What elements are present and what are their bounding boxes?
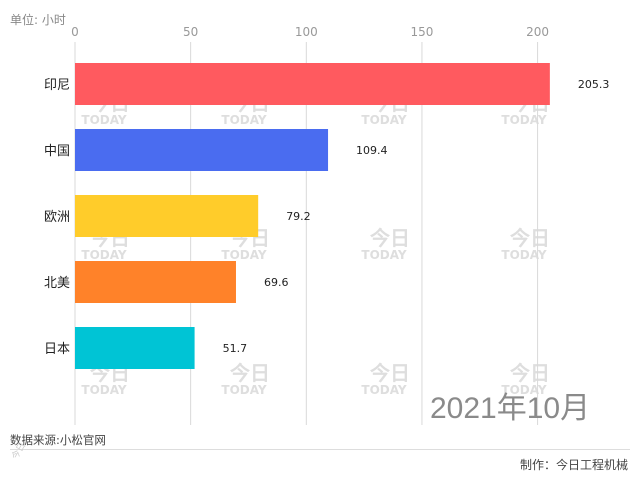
value-label: 69.6: [264, 276, 289, 289]
maker-credit: 制作：今日工程机械: [519, 458, 628, 472]
x-tick-label: 50: [183, 25, 198, 39]
bars: [75, 63, 550, 369]
watermark-en: TODAY: [221, 248, 266, 262]
watermark-en: TODAY: [221, 113, 266, 127]
footer-divider: [10, 449, 630, 450]
bar: [75, 129, 329, 171]
x-tick-labels: 0 50 100 150 200: [71, 25, 549, 39]
watermark-en: TODAY: [361, 113, 406, 127]
value-labels: 205.3 109.4 79.2 69.6 51.7: [223, 78, 610, 355]
value-label: 51.7: [223, 342, 248, 355]
watermark-cn: 今日: [510, 226, 550, 250]
watermark-en: TODAY: [361, 383, 406, 397]
unit-label: 单位: 小时: [10, 13, 66, 27]
value-label: 109.4: [356, 144, 388, 157]
watermark-cn: 今日: [370, 226, 410, 250]
x-tick-label: 100: [295, 25, 318, 39]
bar: [75, 327, 195, 369]
watermark-en: TODAY: [81, 383, 126, 397]
bar: [75, 63, 550, 105]
value-label: 79.2: [286, 210, 311, 223]
category-label: 日本: [44, 342, 70, 357]
watermark-en: TODAY: [501, 383, 546, 397]
data-source: 数据来源:小松官网: [10, 433, 106, 447]
watermark-en: TODAY: [221, 383, 266, 397]
bar-chart: 今日TODAY今日TODAY今日TODAY今日TODAY今日TODAY今日TOD…: [44, 25, 610, 425]
period-label: 2021年10月: [430, 392, 591, 425]
bar: [75, 195, 259, 237]
value-label: 205.3: [578, 78, 610, 91]
watermark-en: TODAY: [501, 113, 546, 127]
x-tick-label: 200: [526, 25, 549, 39]
category-label: 欧洲: [44, 210, 70, 225]
x-tick-label: 0: [71, 25, 79, 39]
watermark-cn: 今日: [230, 361, 270, 385]
category-label: 北美: [44, 276, 70, 291]
category-label: 中国: [44, 144, 70, 159]
watermark-en: TODAY: [501, 248, 546, 262]
watermark-en: TODAY: [81, 113, 126, 127]
category-label: 印尼: [44, 78, 70, 93]
watermark-en: TODAY: [81, 248, 126, 262]
watermark-cn: 今日: [370, 361, 410, 385]
bar: [75, 261, 236, 303]
watermark-cn: 今日: [510, 361, 550, 385]
x-tick-label: 150: [410, 25, 433, 39]
watermark-en: TODAY: [361, 248, 406, 262]
